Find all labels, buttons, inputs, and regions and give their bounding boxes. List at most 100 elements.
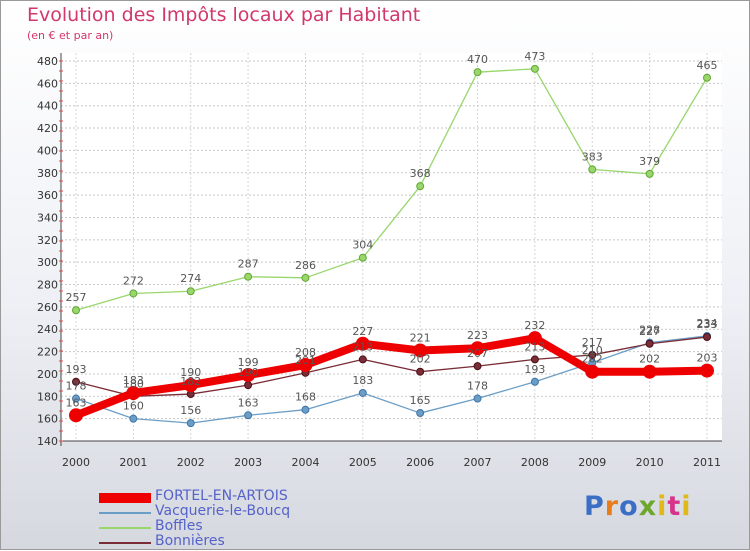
data-label-2: 465 <box>697 59 718 72</box>
data-label-0: 202 <box>582 353 603 366</box>
data-label-3: 233 <box>697 318 718 331</box>
legend-swatch-fortel <box>99 493 151 503</box>
data-label-0: 202 <box>639 353 660 366</box>
data-point-2 <box>129 289 138 298</box>
x-tick-label: 2002 <box>177 456 205 469</box>
data-label-0: 199 <box>238 356 259 369</box>
y-tick-label: 480 <box>37 55 58 68</box>
y-tick-label: 340 <box>37 211 58 224</box>
data-label-0: 190 <box>180 366 201 379</box>
data-point-1 <box>186 419 195 428</box>
chart-subtitle: (en € et par an) <box>27 29 114 42</box>
x-tick-label: 2004 <box>291 456 319 469</box>
data-label-0: 227 <box>352 325 373 338</box>
data-point-3 <box>244 381 253 390</box>
x-tick-label: 2009 <box>578 456 606 469</box>
legend-label-vacquerie: Vacquerie-le-Boucq <box>155 503 291 519</box>
series-line-1 <box>75 335 708 424</box>
data-label-0: 203 <box>697 352 718 365</box>
y-tick-label: 140 <box>37 435 58 448</box>
series-line-3 <box>75 336 708 397</box>
plot-area <box>61 53 722 441</box>
data-label-1: 193 <box>524 363 545 376</box>
data-point-2 <box>530 64 539 73</box>
y-tick-label: 440 <box>37 100 58 113</box>
data-point-0 <box>183 378 198 393</box>
legend-swatch-boffles <box>99 527 151 529</box>
x-tick-label: 2011 <box>693 456 721 469</box>
data-label-1: 165 <box>410 394 431 407</box>
data-label-0: 208 <box>295 346 316 359</box>
data-point-0 <box>527 331 542 346</box>
data-point-0 <box>298 358 313 372</box>
data-point-1 <box>358 388 367 397</box>
y-tick-label: 400 <box>37 144 58 157</box>
data-point-0 <box>585 364 600 379</box>
data-label-0: 163 <box>66 396 87 409</box>
data-point-3 <box>72 377 80 386</box>
data-label-1: 234 <box>697 317 718 330</box>
data-point-1 <box>301 405 310 414</box>
data-point-3 <box>530 355 539 364</box>
chart-title: Evolution des Impôts locaux par Habitant <box>27 4 421 26</box>
data-label-3: 213 <box>524 340 545 353</box>
data-point-2 <box>358 253 367 262</box>
data-point-0 <box>126 385 141 400</box>
x-tick-label: 2007 <box>464 456 492 469</box>
y-tick-label: 180 <box>37 390 58 403</box>
data-point-2 <box>416 182 425 191</box>
data-point-1 <box>473 394 482 403</box>
data-label-2: 274 <box>180 272 201 285</box>
data-point-2 <box>301 273 310 282</box>
proxiti-logo: Proxiti <box>584 491 692 522</box>
series-line-2 <box>75 68 708 311</box>
data-point-1 <box>530 377 539 386</box>
data-point-2 <box>72 306 80 315</box>
data-label-1: 210 <box>582 344 603 357</box>
data-point-3 <box>473 362 482 371</box>
data-label-1: 228 <box>639 324 660 337</box>
data-point-3 <box>645 339 654 348</box>
data-label-3: 227 <box>639 325 660 338</box>
legend-label-bonnieres: Bonnières <box>155 533 225 549</box>
data-label-2: 272 <box>123 274 144 287</box>
data-point-2 <box>186 287 195 296</box>
x-tick-label: 2006 <box>406 456 434 469</box>
x-tick-label: 2001 <box>119 456 147 469</box>
data-point-2 <box>645 169 654 178</box>
data-label-2: 473 <box>524 50 545 63</box>
data-label-0: 232 <box>524 319 545 332</box>
data-label-0: 183 <box>123 374 144 387</box>
data-label-3: 180 <box>123 377 144 390</box>
data-label-0: 221 <box>410 331 431 344</box>
data-point-0 <box>413 343 428 358</box>
data-label-1: 168 <box>295 391 316 404</box>
data-point-3 <box>358 355 367 364</box>
data-label-3: 213 <box>352 340 373 353</box>
data-point-1 <box>416 409 425 418</box>
x-tick-label: 2010 <box>636 456 664 469</box>
series-line-0 <box>72 334 711 420</box>
data-label-3: 207 <box>467 347 488 360</box>
data-point-2 <box>473 68 482 77</box>
data-label-1: 160 <box>123 400 144 413</box>
data-label-1: 178 <box>66 380 87 393</box>
legend-swatch-bonnieres <box>99 542 151 544</box>
data-point-2 <box>588 165 597 174</box>
data-label-1: 178 <box>467 380 488 393</box>
y-tick-label: 260 <box>37 301 58 314</box>
y-tick-label: 220 <box>37 346 58 359</box>
x-tick-label: 2000 <box>62 456 90 469</box>
data-label-3: 201 <box>295 354 316 367</box>
y-tick-label: 280 <box>37 279 58 292</box>
data-point-2 <box>244 272 253 281</box>
data-label-2: 304 <box>352 239 373 252</box>
data-point-0 <box>241 368 256 383</box>
data-point-3 <box>416 367 425 376</box>
legend-swatch-vacquerie <box>99 512 151 514</box>
data-label-3: 193 <box>66 363 87 376</box>
data-label-1: 183 <box>352 374 373 387</box>
data-label-2: 368 <box>410 167 431 180</box>
